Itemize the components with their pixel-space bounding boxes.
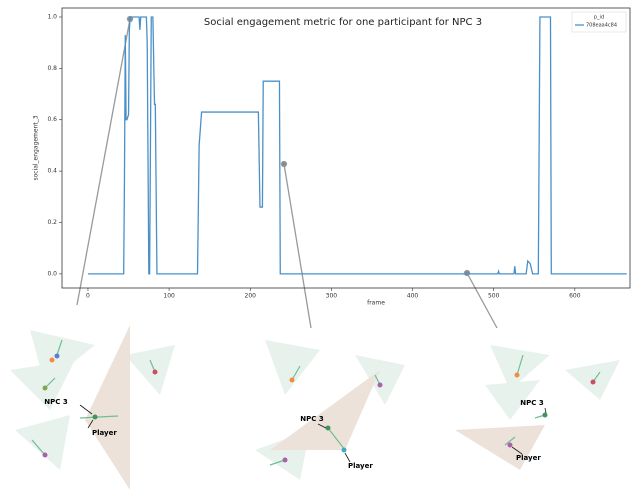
legend-entry: 708eaa4c84	[586, 23, 617, 29]
player-label: Player	[92, 429, 117, 437]
x-tick-label: 600	[569, 293, 581, 300]
y-tick-label: 1.0	[47, 13, 57, 20]
player-label: Player	[348, 462, 373, 470]
player-label: Player	[516, 454, 541, 462]
x-axis-label: frame	[367, 300, 385, 307]
x-tick-label: 500	[488, 293, 500, 300]
scene-decor	[10, 325, 620, 490]
legend: p_id 708eaa4c84	[572, 12, 626, 32]
figure: NPC 3 Player NPC 3 Player NPC 3 Player 0…	[0, 0, 633, 499]
y-axis-label: social_engagement_3	[33, 115, 40, 180]
legend-title: p_id	[594, 15, 604, 21]
npc-label: NPC 3	[520, 399, 544, 407]
y-tick-label: 0.0	[47, 270, 57, 277]
x-tick-label: 100	[163, 293, 175, 300]
x-tick-label: 0	[86, 293, 90, 300]
data-line	[88, 17, 627, 274]
y-tick-label: 0.6	[47, 116, 57, 123]
y-tick-label: 0.2	[47, 219, 57, 226]
x-tick-label: 400	[407, 293, 419, 300]
npc-label: NPC 3	[44, 398, 68, 406]
connectors	[77, 17, 497, 329]
chart-title: Social engagement metric for one partici…	[204, 17, 482, 28]
npc-label: NPC 3	[300, 415, 324, 423]
y-tick-label: 0.4	[47, 168, 57, 175]
x-tick-label: 300	[326, 293, 338, 300]
x-tick-label: 200	[245, 293, 257, 300]
y-tick-label: 0.8	[47, 65, 57, 72]
